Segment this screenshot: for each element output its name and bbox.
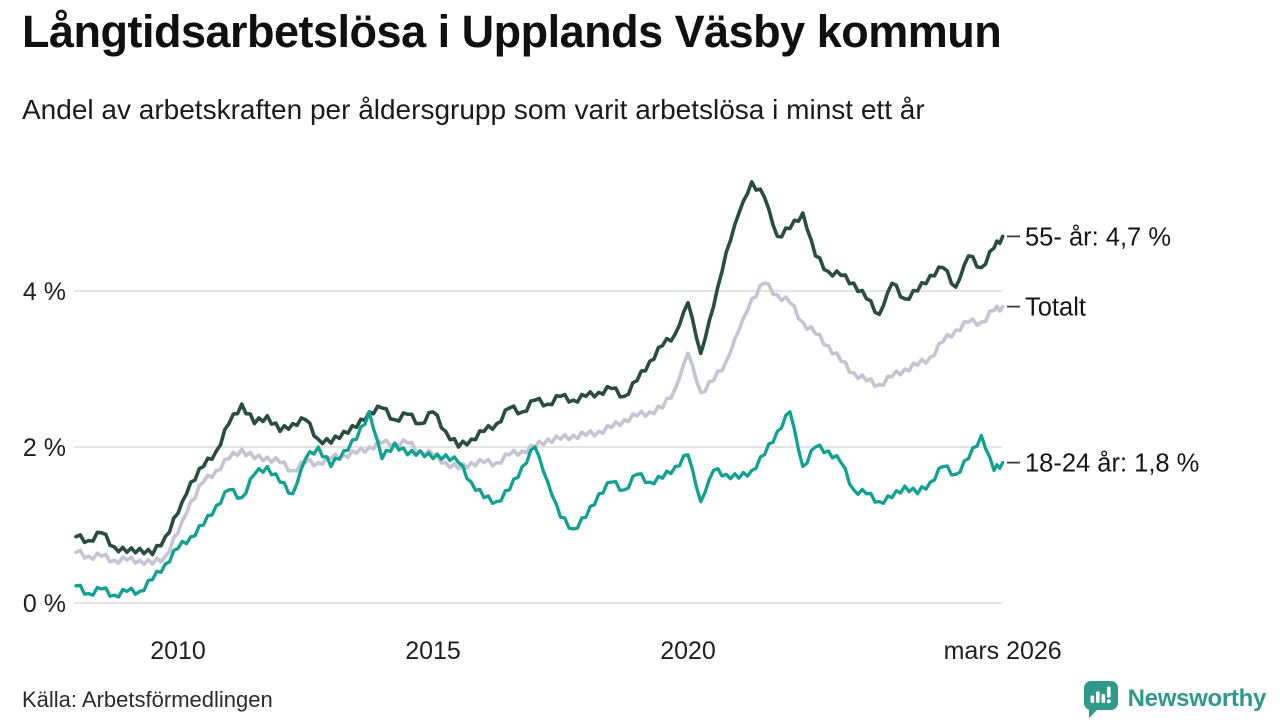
brand-logo: Newsworthy	[1082, 679, 1266, 719]
series-end-label-55--år: 55- år: 4,7 %	[1025, 223, 1171, 251]
series-line-55--år	[74, 180, 1005, 557]
series-line-Totalt	[74, 281, 1005, 567]
source-note: Källa: Arbetsförmedlingen	[22, 687, 273, 712]
series-line-18-24-år	[74, 410, 1005, 599]
y-tick-label-2: 2 %	[23, 434, 66, 462]
x-tick-label-2020: 2020	[660, 637, 716, 665]
x-tick-label-2010: 2010	[150, 637, 206, 665]
series-end-label-Totalt: Totalt	[1025, 294, 1086, 322]
page-title: Långtidsarbetslösa i Upplands Väsby komm…	[22, 6, 1002, 57]
y-tick-label-0: 0 %	[23, 590, 66, 618]
x-tick-label-2015: 2015	[405, 637, 461, 665]
brand-name: Newsworthy	[1127, 685, 1267, 712]
x-tick-label-mars-2026: mars 2026	[944, 637, 1062, 665]
newsworthy-icon	[1083, 681, 1118, 718]
y-tick-label-4: 4 %	[23, 278, 66, 306]
page-subtitle: Andel av arbetskraften per åldersgrupp s…	[22, 94, 925, 125]
series-end-label-18-24-år: 18-24 år: 1,8 %	[1025, 450, 1199, 478]
